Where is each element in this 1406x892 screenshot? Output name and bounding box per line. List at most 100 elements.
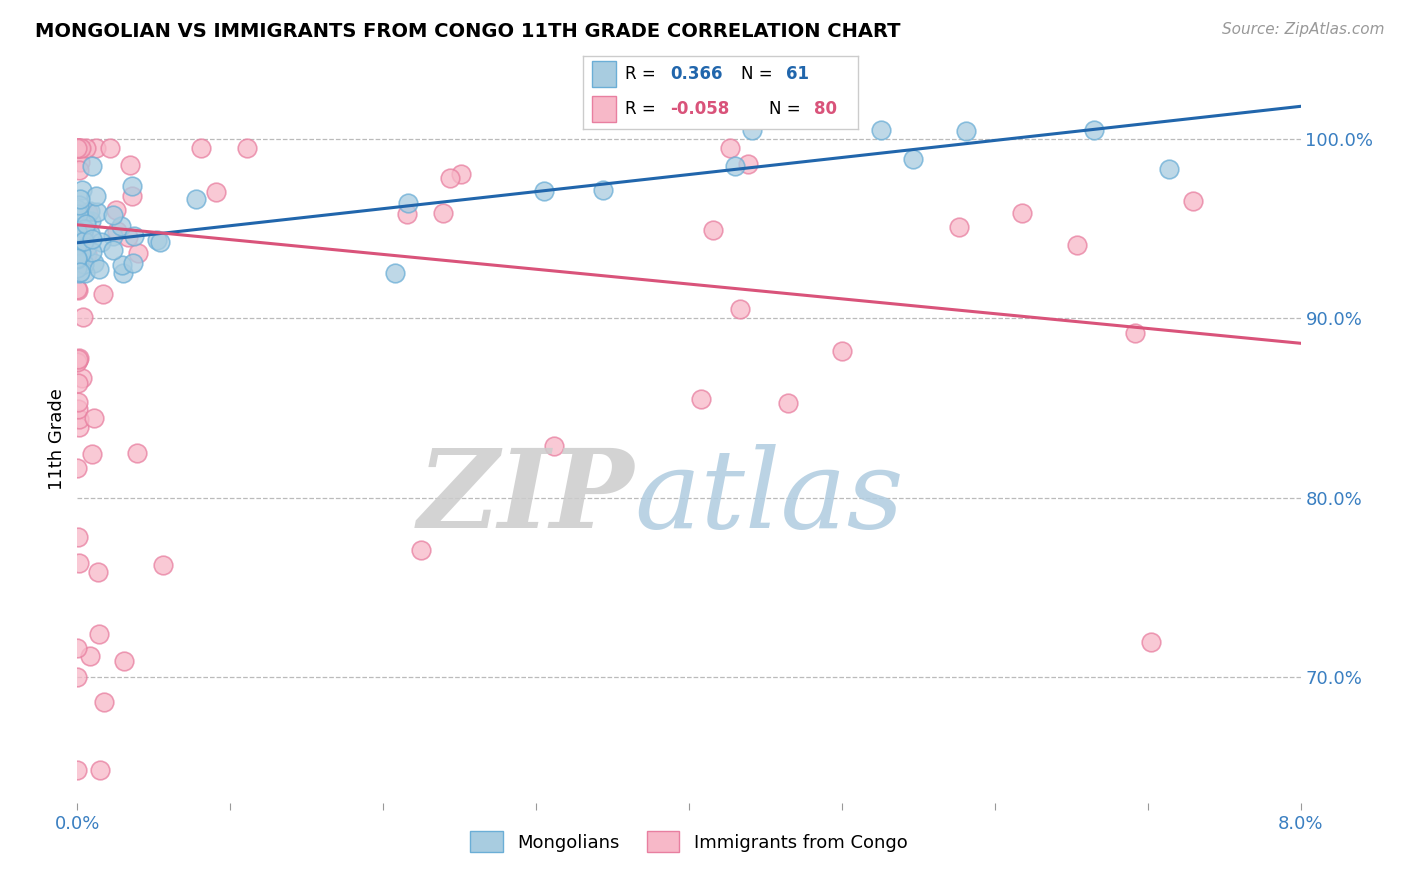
Point [66, 641, 89, 656]
Point [67, 266, 90, 280]
Point [66, 351, 89, 366]
Point [104, 202, 127, 217]
Point [67, 257, 90, 271]
Point [66, 228, 89, 243]
Point [79, 226, 101, 240]
Point [67, 376, 90, 390]
Point [124, 228, 146, 243]
Point [901, 152, 924, 166]
Text: MONGOLIAN VS IMMIGRANTS FROM CONGO 11TH GRADE CORRELATION CHART: MONGOLIAN VS IMMIGRANTS FROM CONGO 11TH … [35, 22, 901, 41]
Point [86, 205, 108, 219]
Point [101, 208, 124, 222]
Point [73, 231, 96, 245]
Point [83, 410, 105, 425]
Point [66, 282, 89, 296]
Point [724, 160, 747, 174]
Point [728, 302, 751, 317]
Point [87, 262, 110, 277]
Point [82, 159, 104, 173]
Point [72, 310, 94, 325]
Point [66, 283, 89, 297]
Point [66, 224, 89, 238]
Point [1011, 206, 1033, 220]
Text: -0.058: -0.058 [669, 100, 730, 118]
Point [66, 670, 89, 684]
Point [72, 234, 94, 248]
Point [205, 185, 228, 199]
Point [67, 260, 90, 274]
Point [186, 192, 208, 206]
Point [384, 266, 406, 280]
Legend: Mongolians, Immigrants from Congo: Mongolians, Immigrants from Congo [463, 824, 915, 859]
Point [80, 244, 103, 259]
Point [66, 202, 89, 216]
Point [84, 140, 107, 154]
Point [66, 764, 89, 778]
Bar [592, 62, 616, 87]
Point [66, 244, 89, 259]
Point [67, 162, 90, 177]
Point [1083, 122, 1105, 136]
Point [127, 446, 149, 460]
Point [1181, 194, 1204, 209]
Point [110, 219, 132, 233]
Point [69, 227, 91, 242]
Point [66, 460, 89, 475]
Point [1159, 162, 1181, 177]
Point [120, 158, 142, 172]
Point [409, 543, 432, 558]
Point [69, 264, 91, 278]
Point [72, 254, 94, 268]
Text: N =: N = [769, 100, 806, 118]
Point [190, 140, 212, 154]
Point [67, 419, 90, 434]
Point [66, 252, 89, 266]
Point [66, 224, 89, 238]
Point [76, 240, 98, 254]
Point [152, 558, 174, 572]
Text: R =: R = [624, 100, 661, 118]
Point [83, 256, 105, 270]
Point [112, 266, 135, 280]
Text: Source: ZipAtlas.com: Source: ZipAtlas.com [1222, 22, 1385, 37]
Point [869, 122, 891, 136]
Point [72, 227, 94, 242]
Point [396, 196, 419, 211]
Point [146, 233, 169, 247]
Text: R =: R = [624, 65, 661, 83]
Point [76, 247, 98, 261]
Point [70, 140, 93, 154]
Point [66, 140, 89, 154]
Point [1140, 635, 1163, 649]
Point [66, 140, 89, 154]
Point [66, 140, 89, 154]
Point [395, 207, 418, 221]
Point [75, 217, 97, 231]
Point [121, 189, 143, 203]
Point [67, 395, 90, 409]
Text: N =: N = [741, 65, 778, 83]
Text: 0.366: 0.366 [669, 65, 723, 83]
Point [72, 257, 94, 271]
Point [98, 140, 121, 154]
Point [79, 649, 101, 664]
Point [89, 764, 111, 778]
Point [75, 213, 97, 227]
Text: 80: 80 [814, 100, 837, 118]
Point [1066, 238, 1088, 252]
Point [69, 251, 91, 265]
Point [149, 235, 172, 249]
Point [90, 235, 112, 250]
Point [67, 198, 90, 212]
Point [67, 412, 90, 426]
Point [121, 256, 143, 270]
Point [948, 220, 970, 235]
Point [107, 224, 129, 238]
Point [103, 229, 125, 244]
Point [737, 157, 759, 171]
Point [93, 695, 115, 709]
Point [111, 258, 134, 272]
Point [592, 183, 614, 197]
Text: atlas: atlas [634, 443, 904, 551]
Point [69, 155, 91, 169]
